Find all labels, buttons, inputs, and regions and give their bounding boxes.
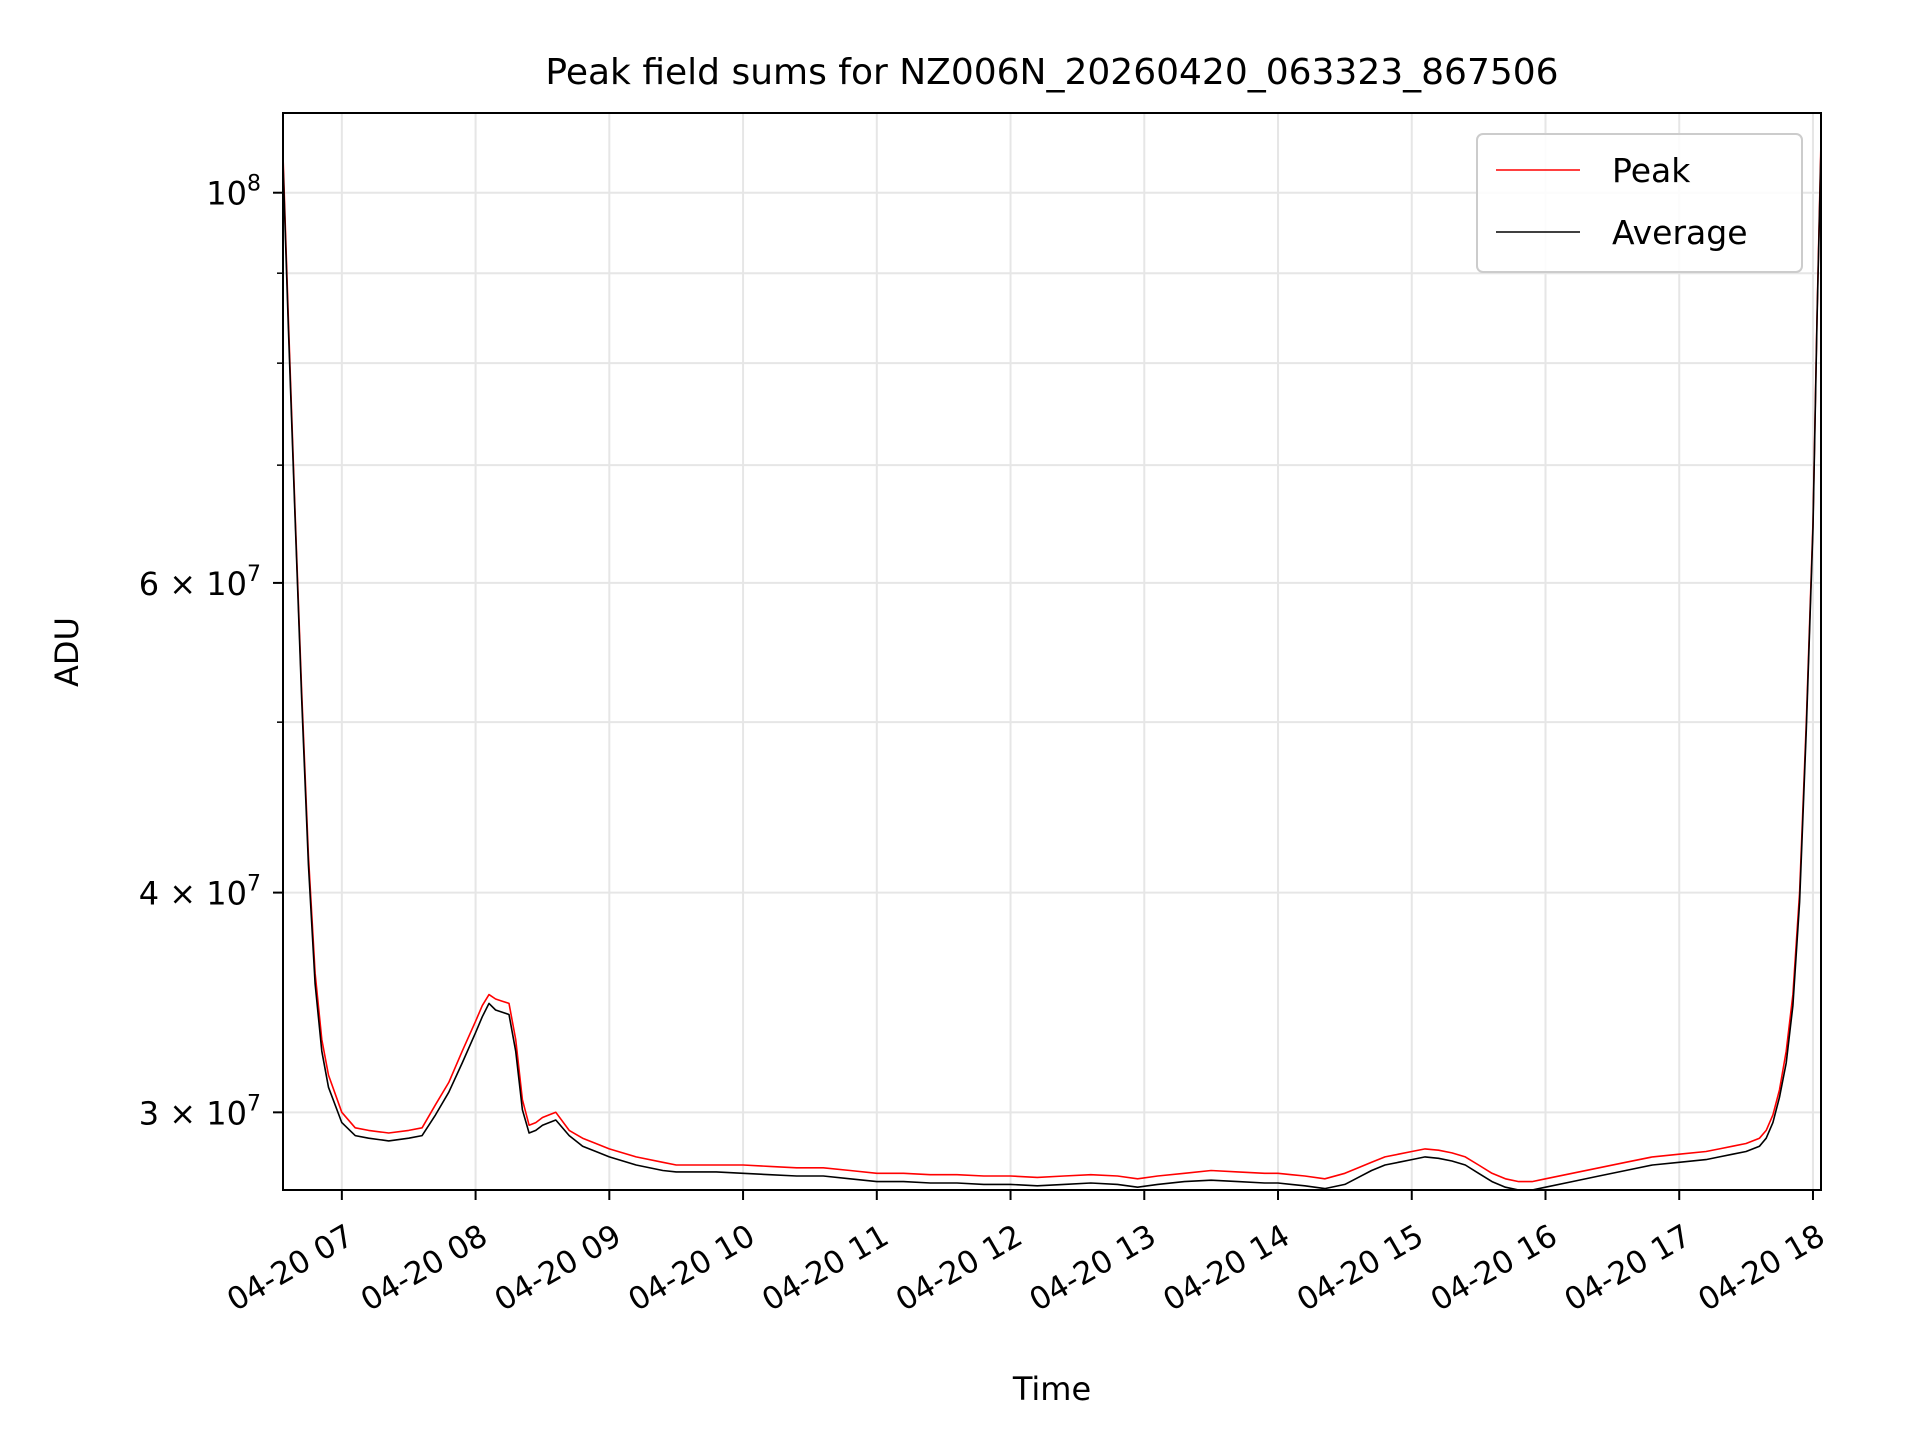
x-axis-label: Time bbox=[1012, 1370, 1091, 1408]
legend-average-label: Average bbox=[1612, 213, 1748, 252]
grid-lines bbox=[283, 113, 1821, 1190]
x-tick-label: 04-20 07 bbox=[221, 1218, 360, 1319]
y-axis-label: ADU bbox=[48, 617, 86, 687]
x-tick-label: 04-20 17 bbox=[1559, 1218, 1698, 1319]
y-tick-label: 108 bbox=[206, 172, 261, 213]
series-line-peak bbox=[282, 140, 1822, 1183]
x-tick-label: 04-20 10 bbox=[622, 1218, 761, 1319]
x-tick-label: 04-20 16 bbox=[1425, 1218, 1564, 1319]
x-tick-label: 04-20 08 bbox=[355, 1218, 494, 1319]
legend-peak-label: Peak bbox=[1612, 151, 1691, 190]
x-tick-label: 04-20 18 bbox=[1692, 1218, 1831, 1319]
plot-frame bbox=[282, 112, 1822, 1191]
x-tick-label: 04-20 12 bbox=[890, 1218, 1029, 1319]
y-tick-label: 6 × 107 bbox=[139, 562, 261, 603]
series-line-average bbox=[282, 148, 1822, 1191]
x-tick-label: 04-20 14 bbox=[1157, 1218, 1296, 1319]
legend-box bbox=[1476, 133, 1803, 273]
x-tick-label: 04-20 13 bbox=[1024, 1218, 1163, 1319]
x-tick-label: 04-20 11 bbox=[756, 1218, 895, 1319]
x-tick-label: 04-20 15 bbox=[1291, 1218, 1430, 1319]
series-layer bbox=[282, 140, 1822, 1191]
y-tick-label: 3 × 107 bbox=[139, 1091, 261, 1132]
chart-title: Peak field sums for NZ006N_20260420_0633… bbox=[545, 52, 1558, 93]
y-tick-label: 4 × 107 bbox=[139, 872, 261, 913]
y-axis: 108 6 × 107 4 × 107 3 × 107 bbox=[139, 172, 283, 1132]
legend: Peak Average bbox=[1476, 133, 1803, 273]
x-tick-label: 04-20 09 bbox=[489, 1218, 628, 1319]
